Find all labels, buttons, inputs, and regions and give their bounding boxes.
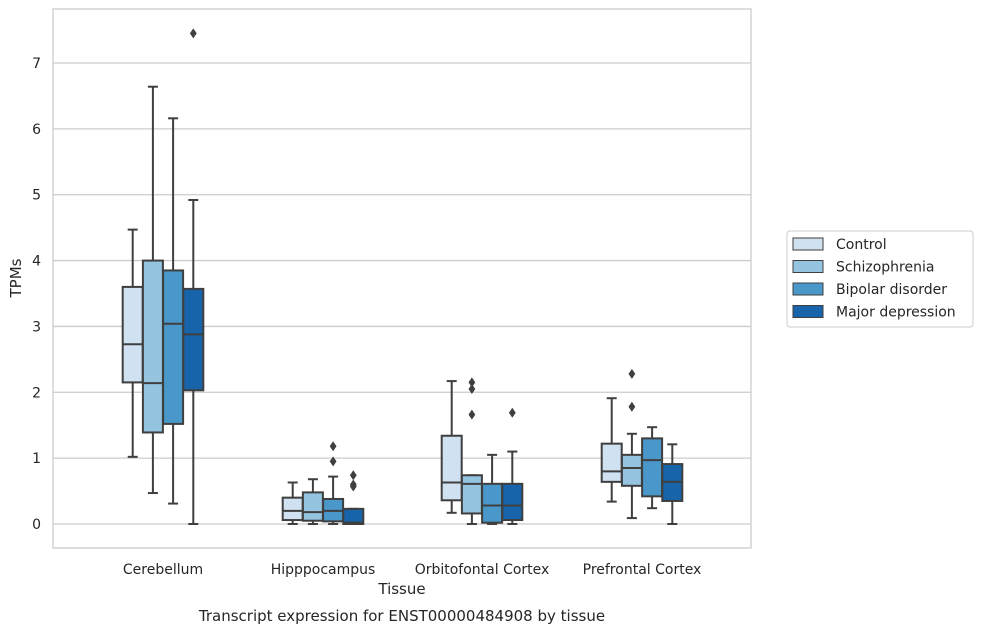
legend-swatch <box>792 282 824 296</box>
box <box>501 482 524 522</box>
box-group <box>162 117 185 505</box>
x-tick-labels: Cerebellum Hipppocampus Orbitofontal Corte… <box>123 562 701 578</box>
box-groups <box>121 28 684 525</box>
legend-swatch <box>792 237 824 251</box>
outlier-point <box>329 456 337 467</box>
box <box>141 259 164 434</box>
legend-label: Schizophrenia <box>836 260 934 276</box>
box <box>620 453 643 487</box>
box <box>460 474 483 515</box>
outlier-point <box>189 28 197 39</box>
outlier-point <box>508 407 516 418</box>
x-tick-label: Hipppocampus <box>271 562 376 578</box>
box <box>342 507 365 525</box>
legend-swatch <box>792 305 824 318</box>
box-group <box>481 453 504 525</box>
box-group <box>281 481 304 525</box>
outlier-point <box>329 441 337 452</box>
box-group <box>182 28 205 525</box>
x-tick-label: Orbitofontal Cortex <box>415 562 550 578</box>
outlier-point <box>349 470 357 481</box>
legend-label: Major depression <box>836 305 956 321</box>
box-group <box>661 443 684 525</box>
y-tick-label: 4 <box>32 254 41 270</box>
outlier-point <box>468 377 476 388</box>
x-tick-label: Prefrontal Cortex <box>583 562 702 578</box>
y-tick-label: 7 <box>32 56 41 72</box>
box <box>281 496 304 522</box>
y-tick-label: 5 <box>32 188 41 204</box>
box-group <box>501 407 524 525</box>
legend-label: Control <box>836 237 887 253</box>
legend-label: Bipolar disorder <box>836 282 947 298</box>
outlier-point <box>468 409 476 420</box>
box-group <box>440 380 463 514</box>
box-group <box>641 426 664 510</box>
box <box>162 269 185 425</box>
box <box>440 434 463 502</box>
y-tick-label: 2 <box>32 385 41 401</box>
x-axis-label: Tissue <box>377 580 425 598</box>
y-tick-label: 6 <box>32 122 41 138</box>
box-group <box>342 470 365 525</box>
x-tick-label: Cerebellum <box>123 562 203 578</box>
box <box>121 285 144 384</box>
y-tick-label: 0 <box>32 517 41 533</box>
box-group <box>121 228 144 458</box>
box-group <box>322 441 345 525</box>
y-tick-label: 3 <box>32 319 41 335</box>
box <box>301 491 324 522</box>
y-tick-label: 1 <box>32 451 41 467</box>
y-axis-label: TPMs <box>7 258 25 298</box>
box-group <box>141 85 164 495</box>
legend-frame <box>786 230 974 328</box>
legend-swatch <box>792 260 824 273</box>
y-tick-labels: 0 1 2 3 4 5 6 7 <box>32 56 41 533</box>
chart-caption: Transcript expression for ENST0000048490… <box>198 607 605 625</box>
outlier-point <box>468 383 476 394</box>
box <box>481 482 504 524</box>
outlier-point <box>628 401 636 412</box>
plot-frame <box>52 8 752 549</box>
outlier-point <box>628 368 636 379</box>
outlier-point <box>349 481 357 492</box>
box <box>182 287 205 392</box>
legend: Control Schizophrenia Bipolar disorder Majo… <box>786 230 974 328</box>
box <box>641 437 664 498</box>
box <box>600 442 623 483</box>
